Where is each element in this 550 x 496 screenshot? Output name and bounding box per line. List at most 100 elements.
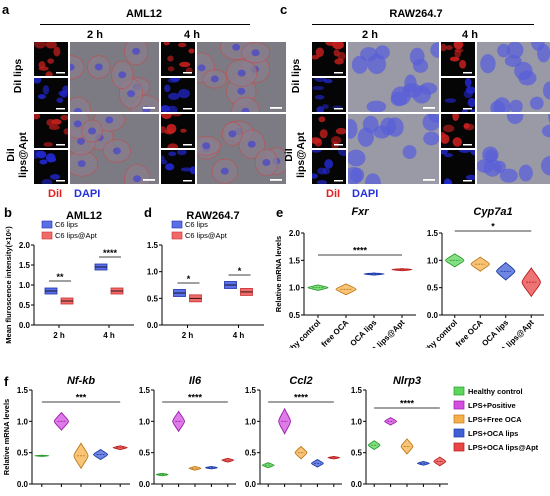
micrograph-merged (477, 42, 550, 112)
micrograph-merged (70, 114, 159, 184)
chart-e2-ytick-label: 1.5 (427, 229, 439, 238)
chart-f2-ytick-label: 1.0 (139, 417, 151, 426)
chart-f-legend-label: LPS+Positive (468, 401, 516, 410)
panel-c-legend-dapi: DAPI (352, 188, 379, 200)
chart-e2-xtick-label: free OCA (454, 318, 485, 348)
chart-f-legend-swatch (453, 386, 465, 396)
chart-f2-ytick-label: 0.5 (139, 449, 151, 458)
chart-b-ytick-label: 0.5 (19, 301, 31, 310)
chart-e2-violin (521, 267, 541, 298)
chart-e1-ytick-label: 0.5 (289, 311, 301, 320)
micrograph-dapi-channel (34, 78, 68, 112)
chart-b-xtick-label: 2 h (53, 331, 65, 340)
micrograph-dil-channel (312, 42, 346, 76)
chart-e2-ytick-label: 0.0 (427, 311, 439, 320)
micrograph-dil-channel (34, 42, 68, 76)
chart-f3-ytick-label: 0.0 (245, 480, 257, 489)
chart-d-xtick-label: 4 h (233, 331, 245, 340)
chart-f1-sig-label: *** (76, 393, 87, 403)
chart-f4-ytick-label: 1.0 (351, 417, 363, 426)
chart-f-legend-swatch (453, 428, 465, 438)
chart-b-ytick-label: 0.0 (19, 321, 31, 330)
panel-c-micrographs (312, 42, 550, 186)
chart-f2-ytick-label: 0.0 (139, 480, 151, 489)
micrograph-dil-channel (312, 114, 346, 148)
micrograph-dapi-channel (161, 78, 195, 112)
chart-e1-sig-label: **** (353, 246, 368, 256)
chart-e2-ytick-label: 0.5 (427, 284, 439, 293)
panel-a-legend-dapi: DAPI (74, 188, 101, 200)
chart-d-legend-label: C6 lips (185, 220, 208, 229)
chart-e2-ytick-label: 1.0 (427, 256, 439, 265)
micrograph-merged (348, 114, 439, 184)
chart-d-sig-label: * (238, 266, 242, 276)
chart-b-sig-label: ** (56, 272, 64, 282)
chart-f-legend-swatch (453, 400, 465, 410)
micrograph-dil-channel (34, 114, 68, 148)
panel-a-legend-dil: DiI (48, 188, 63, 200)
chart-f4-ytick-label: 1.5 (351, 386, 363, 395)
micrograph-merged (197, 114, 286, 184)
chart-e1-xtick-label: Healthy control (275, 318, 323, 348)
chart-b-sig-label: **** (103, 248, 118, 258)
panel-c-legend-dil: DiI (326, 188, 341, 200)
panel-c-row1-label: DiI lips (290, 58, 302, 94)
chart-f1-ytick-label: 1.0 (17, 417, 29, 426)
chart-f1-ylabel: Relative mRNA levels (2, 399, 11, 475)
chart-d-ytick-label: 1.5 (147, 241, 159, 250)
chart-e1-letter: e (276, 205, 283, 220)
chart-d-letter: d (144, 205, 152, 220)
micrograph-dapi-channel (441, 150, 475, 184)
chart-e1-xtick-label: free OCA (320, 318, 351, 348)
chart-d-legend-label: C6 lips@Apt (185, 231, 228, 240)
chart-e2-title: Cyp7a1 (473, 206, 512, 218)
chart-f3-title: Ccl2 (289, 375, 312, 387)
chart-f1-ytick-label: 0.0 (17, 480, 29, 489)
chart-b-title: AML12 (66, 210, 102, 222)
chart-b-ytick-label: 2.0 (19, 241, 31, 250)
panel-a-row1-label: DiI lips (12, 58, 24, 94)
chart-e1-violin (391, 268, 413, 272)
panel-a-title: AML12 (125, 8, 163, 20)
chart-e2-violin (470, 256, 490, 272)
chart-d-sig-label: * (187, 274, 191, 284)
micrograph-dil-channel (161, 114, 195, 148)
chart-f1-letter: f (4, 374, 9, 389)
panel-a-letter: a (2, 2, 10, 17)
micrograph-merged (348, 42, 439, 112)
panel-a-title-line (40, 24, 250, 25)
micrograph-dapi-channel (34, 150, 68, 184)
chart-d-legend-swatch (171, 231, 183, 240)
panel-c-time-2h: 2 h (362, 29, 378, 41)
panel-c-time-4h: 4 h (462, 29, 478, 41)
chart-e1-violin (307, 284, 329, 291)
chart-f3-ytick-label: 1.5 (245, 386, 257, 395)
micrograph-merged (477, 114, 550, 184)
chart-e1-title: Fxr (351, 206, 369, 218)
panel-c-row2-label: DiI lips@Apt (283, 132, 307, 178)
chart-f-legend-swatch (453, 442, 465, 452)
chart-e2-violin (496, 261, 516, 281)
chart-f-legend-label: LPS+OCA lips@Apt (468, 443, 539, 452)
chart-d-xtick-label: 2 h (182, 331, 194, 340)
chart-f2-sig-label: **** (188, 393, 203, 403)
micrograph-dil-channel (441, 42, 475, 76)
micrograph-merged (197, 42, 286, 112)
chart-f3-ytick-label: 0.5 (245, 449, 257, 458)
micrograph-dil-channel (161, 42, 195, 76)
chart-e1: e Fxr Relative mRNA levels 0.5 1.0 1.5 2.0 Heal… (274, 205, 416, 348)
chart-e1-ytick-label: 2.0 (289, 229, 301, 238)
chart-b-legend-label: C6 lips@Apt (55, 231, 98, 240)
chart-f1-ytick-label: 1.5 (17, 386, 29, 395)
micrograph-dapi-channel (312, 78, 346, 112)
panel-c-letter: c (280, 2, 288, 17)
micrograph-dapi-channel (441, 78, 475, 112)
chart-e1-ytick-label: 1.5 (289, 256, 301, 265)
chart-f2: Il6 0.0 0.5 1.0 1.5 **** (139, 375, 236, 489)
chart-b-xtick-label: 4 h (103, 331, 115, 340)
chart-f2-title: Il6 (189, 375, 202, 387)
chart-b-ytick-label: 1.5 (19, 261, 31, 270)
chart-f3-ytick-label: 1.0 (245, 417, 257, 426)
chart-f4-title: Nlrp3 (393, 375, 421, 387)
chart-f-legend-label: LPS+OCA lips (468, 429, 518, 438)
